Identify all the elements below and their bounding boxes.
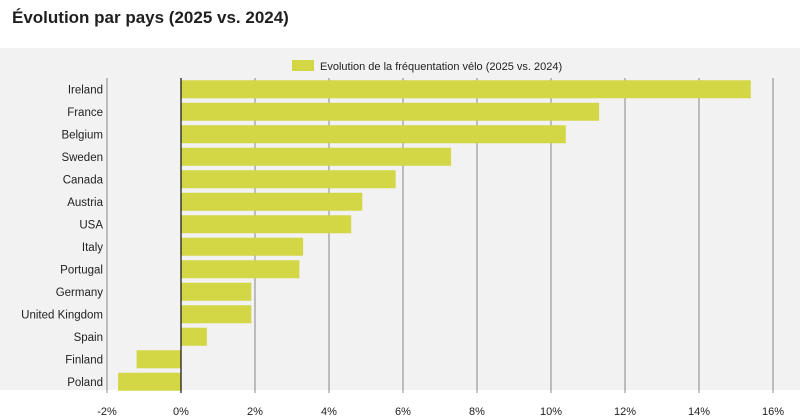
x-tick-label: 6%: [395, 406, 411, 418]
bar-layer: [118, 80, 751, 391]
x-tick-label: 10%: [540, 406, 562, 418]
x-tick-label: 14%: [688, 406, 710, 418]
category-label: Sweden: [61, 152, 103, 164]
bar-sweden: [181, 147, 452, 166]
bar-chart: Ireland France Belgium Sweden Canada Austria U…: [21, 60, 784, 418]
bar-canada: [181, 170, 396, 189]
category-label: Poland: [67, 377, 103, 389]
plot-panel: Ireland France Belgium Sweden Canada Austria U…: [0, 48, 800, 418]
bar-france: [181, 102, 600, 121]
x-tick-label: 12%: [614, 406, 636, 418]
x-tick-label: 4%: [321, 406, 337, 418]
category-label: Austria: [67, 197, 103, 209]
bar-portugal: [181, 260, 300, 279]
bar-belgium: [181, 125, 566, 144]
category-label: Germany: [56, 287, 104, 299]
bar-poland: [118, 372, 181, 391]
category-label: Italy: [82, 242, 103, 254]
x-tick-label: 8%: [469, 406, 485, 418]
legend: Evolution de la fréquentation vélo (2025…: [292, 60, 562, 73]
bar-spain: [181, 327, 207, 346]
category-label: Canada: [63, 174, 104, 186]
bar-finland: [136, 350, 181, 369]
x-tick-label: 0%: [173, 406, 189, 418]
x-tick-label: 16%: [762, 406, 784, 418]
bar-united-kingdom: [181, 305, 252, 324]
bar-usa: [181, 215, 352, 234]
tick-label-layer: -2% 0% 2% 4% 6% 8% 10% 12% 14% 16%: [97, 406, 784, 418]
x-tick-label: 2%: [247, 406, 263, 418]
legend-label: Evolution de la fréquentation vélo (2025…: [320, 61, 562, 73]
category-label: USA: [79, 219, 103, 231]
bar-italy: [181, 237, 304, 256]
category-label: Ireland: [68, 84, 103, 96]
category-label-layer: Ireland France Belgium Sweden Canada Austria U…: [21, 84, 103, 389]
legend-swatch: [292, 60, 314, 71]
bar-austria: [181, 192, 363, 211]
category-label: Belgium: [61, 129, 103, 141]
category-label: Portugal: [60, 264, 103, 276]
category-label: France: [67, 107, 103, 119]
page-title: Évolution par pays (2025 vs. 2024): [12, 8, 289, 27]
x-tick-label: -2%: [97, 406, 117, 418]
category-label: Finland: [65, 354, 103, 366]
category-label: Spain: [74, 332, 103, 344]
bar-germany: [181, 282, 252, 301]
category-label: United Kingdom: [21, 309, 103, 321]
bar-ireland: [181, 80, 751, 99]
